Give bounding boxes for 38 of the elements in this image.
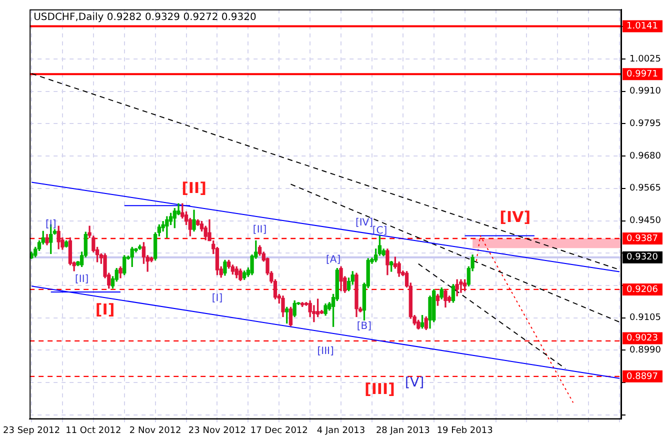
annotation: [C]: [372, 225, 388, 236]
y-tick-label: 0.9565: [630, 184, 662, 194]
annotation: [I]: [95, 300, 115, 318]
ref-line-label: 0.9023: [626, 334, 658, 344]
x-tick-label: 17 Dec 2012: [250, 426, 308, 436]
annotation: [I]: [45, 219, 56, 230]
y-tick-label: 0.9450: [630, 216, 662, 226]
ref-line-label: 0.9387: [626, 234, 658, 244]
ref-line-label: 0.9971: [626, 69, 658, 80]
annotation: [II]: [252, 224, 267, 236]
x-tick-label: 23 Sep 2012: [2, 426, 60, 436]
annotation: [II]: [182, 178, 206, 197]
annotation: [IV]: [355, 218, 374, 228]
y-tick-label: 0.9680: [630, 151, 662, 162]
ref-line-label: 0.9206: [626, 284, 658, 295]
x-tick-label: 28 Jan 2013: [376, 426, 430, 436]
annotation: [A]: [326, 254, 341, 266]
chart-title: USDCHF,Daily 0.9282 0.9329 0.9272 0.9320: [34, 12, 256, 23]
x-tick-label: 11 Oct 2012: [66, 426, 122, 436]
y-tick-label: 1.0025: [630, 54, 662, 64]
y-tick-label: 0.9105: [630, 313, 662, 324]
x-tick-label: 4 Jan 2013: [316, 426, 366, 436]
annotation: [I]: [212, 292, 223, 304]
x-tick-label: 23 Nov 2012: [188, 426, 246, 436]
ref-line-label: 0.8897: [626, 372, 658, 382]
y-tick-label: 0.8990: [630, 346, 662, 356]
annotation: [IV]: [500, 208, 531, 226]
y-tick-label: 0.9910: [630, 86, 662, 97]
ref-line-label: 1.0141: [626, 22, 658, 32]
y-tick-label: 0.9795: [630, 119, 662, 130]
annotation: [B]: [356, 320, 372, 332]
x-tick-label: 2 Nov 2012: [129, 426, 182, 436]
annotation: [III]: [364, 380, 395, 398]
ref-line-label: 0.9320: [626, 252, 658, 263]
x-tick-label: 19 Feb 2013: [436, 426, 493, 436]
annotation: [II]: [74, 274, 89, 286]
annotation: [III]: [317, 346, 334, 358]
annotation: [V]: [405, 376, 424, 391]
